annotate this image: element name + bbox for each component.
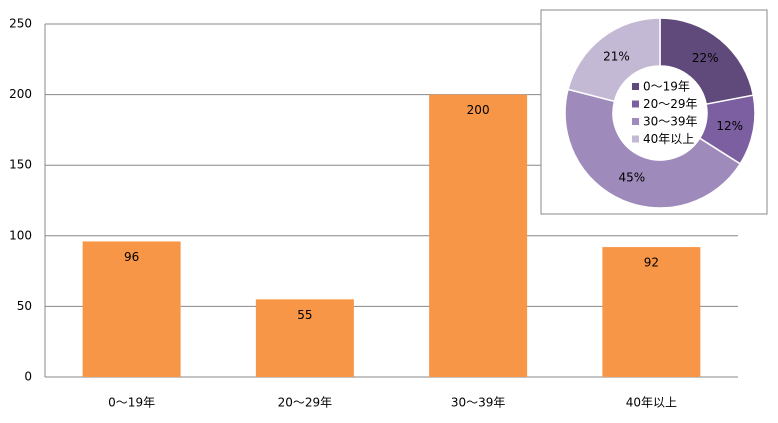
x-tick-label: 40年以上 [626, 396, 677, 410]
data-label: 45% [618, 171, 645, 185]
data-label: 96 [124, 250, 139, 264]
legend-label: 20～29年 [643, 97, 698, 111]
y-tick-label: 50 [17, 299, 32, 313]
data-label: 22% [692, 51, 719, 65]
data-label: 12% [716, 119, 743, 133]
legend-swatch [632, 118, 639, 125]
x-tick-label: 0～19年 [108, 396, 155, 410]
data-label: 55 [297, 308, 312, 322]
y-tick-label: 250 [9, 17, 32, 31]
data-label: 92 [644, 256, 659, 270]
y-tick-label: 200 [9, 87, 32, 101]
donut-slice [659, 17, 755, 106]
x-tick-label: 20～29年 [278, 396, 333, 410]
x-tick-label: 30～39年 [451, 396, 506, 410]
legend-label: 30～39年 [643, 115, 698, 129]
y-tick-label: 0 [24, 370, 32, 384]
data-label: 21% [603, 49, 630, 63]
y-tick-label: 150 [9, 158, 32, 172]
legend-label: 0～19年 [643, 80, 690, 94]
y-tick-label: 100 [9, 228, 32, 242]
legend-swatch [632, 83, 639, 90]
donut-slice [564, 88, 742, 209]
bar [255, 299, 354, 377]
legend-label: 40年以上 [643, 132, 694, 146]
legend-swatch [632, 100, 639, 108]
bar [82, 241, 181, 377]
bar [602, 247, 701, 377]
donut-slice [567, 17, 661, 103]
data-label: 200 [467, 103, 490, 117]
legend-swatch [632, 135, 639, 143]
bar [429, 94, 528, 377]
